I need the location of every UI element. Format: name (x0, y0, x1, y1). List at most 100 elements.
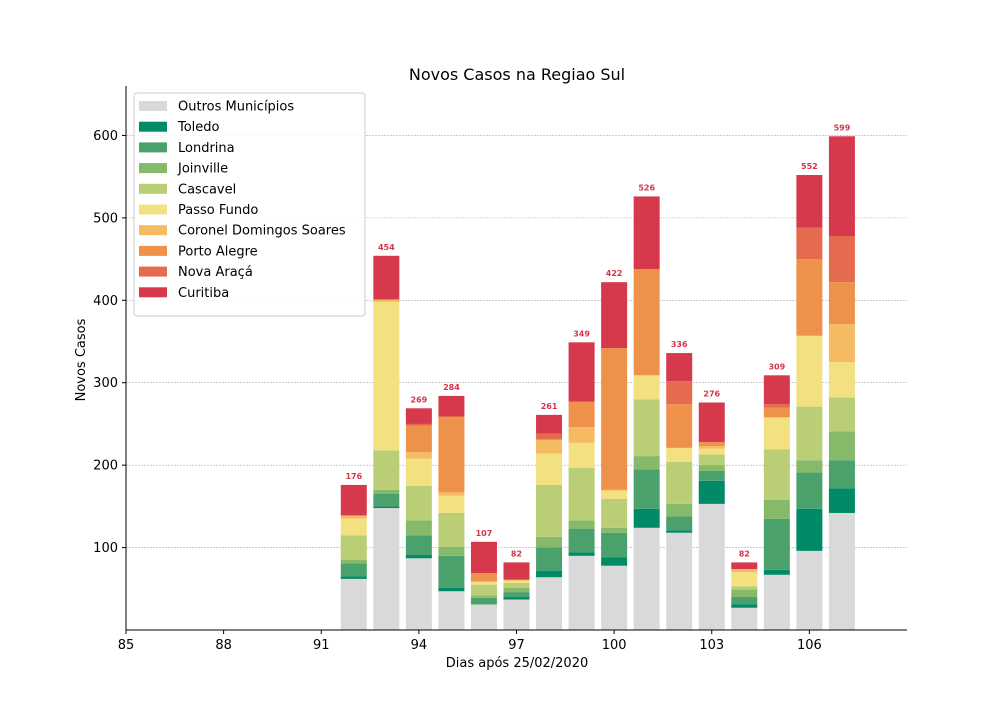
bar-segment (536, 453, 563, 485)
bar-segment (340, 576, 367, 579)
bar-segment (503, 562, 530, 580)
bar-segment (601, 527, 628, 533)
bar-segment (666, 461, 693, 504)
bar-segment (796, 472, 823, 509)
total-label: 176 (345, 472, 362, 481)
x-axis-label: Dias após 25/02/2020 (446, 656, 589, 671)
bar-segment (438, 555, 465, 588)
bar-segment (828, 397, 855, 432)
bar-segment (536, 536, 563, 548)
legend-label: Toledo (177, 120, 220, 135)
bar-segment (633, 268, 660, 376)
bar-segment (340, 518, 367, 536)
total-label: 309 (768, 362, 785, 371)
bar-segment (698, 446, 725, 449)
bar-segment (503, 579, 530, 581)
bar-segment (633, 196, 660, 269)
bar-segment (698, 503, 725, 630)
bar-segment (373, 450, 400, 490)
bar-segment (438, 512, 465, 547)
x-tick-label: 88 (215, 638, 232, 653)
legend: Outros Municípios Toledo Londrina Joinville… (133, 92, 366, 317)
legend-swatch (139, 163, 167, 174)
bar-segment (731, 607, 758, 630)
bar-segment (405, 408, 432, 424)
bar-segment (405, 451, 432, 459)
y-tick-label: 100 (93, 541, 118, 556)
legend-label: Passo Fundo (178, 203, 258, 218)
bar-segment (828, 324, 855, 363)
legend-label: Londrina (178, 141, 235, 156)
bar-segment (796, 335, 823, 407)
bar-segment (373, 506, 400, 509)
bar-segment (633, 469, 660, 509)
bar-segment (568, 555, 595, 630)
bar-segment (405, 554, 432, 559)
bar-segment (503, 580, 530, 584)
y-tick-label: 200 (93, 459, 118, 474)
total-labels: 176 454 269 284 107 82 261 349 422 526 336 276 82 309… (345, 123, 850, 558)
bar-segment (796, 550, 823, 630)
total-label: 107 (476, 529, 493, 538)
bar-segment (405, 520, 432, 536)
bar-segment (601, 490, 628, 499)
bar-segment (763, 518, 790, 570)
legend-box (133, 92, 366, 317)
bar-segment (698, 480, 725, 504)
bar-segment (405, 535, 432, 555)
bar-segment (763, 407, 790, 418)
bar-segment (568, 342, 595, 402)
bar-segment (828, 488, 855, 513)
legend-swatch (139, 183, 167, 194)
bar-segment (698, 470, 725, 481)
bar-segment (796, 227, 823, 260)
bar-segment (731, 572, 758, 587)
bar-segment (503, 597, 530, 600)
bar-segment (373, 494, 400, 507)
bar-segment (796, 460, 823, 473)
bar-segment (568, 528, 595, 553)
total-label: 276 (703, 390, 720, 399)
bar-segment (828, 136, 855, 237)
bar-segment (763, 449, 790, 500)
bar-segment (731, 597, 758, 605)
total-label: 599 (834, 123, 851, 132)
bar-segment (666, 381, 693, 405)
bar-segment (470, 581, 497, 583)
bar-segment (405, 558, 432, 630)
x-tick-label: 91 (313, 638, 330, 653)
bar-segment (633, 527, 660, 630)
bar-segment (536, 414, 563, 434)
legend-swatch (139, 225, 167, 236)
bar-segment (763, 499, 790, 519)
bar-segment (405, 485, 432, 521)
bar-segment (796, 406, 823, 461)
bar-segment (666, 353, 693, 382)
bar-segment (666, 404, 693, 448)
bar-segment (731, 604, 758, 608)
bar-segment (340, 535, 367, 560)
bar-segment (601, 565, 628, 630)
legend-swatch (139, 121, 167, 132)
legend-swatch (139, 204, 167, 215)
bar-segment (568, 552, 595, 556)
bar-segment (568, 520, 595, 529)
legend-swatch (139, 142, 167, 153)
bar-segment (698, 465, 725, 471)
bar-segment (503, 592, 530, 598)
bar-segment (698, 454, 725, 466)
bar-segment (601, 532, 628, 558)
bar-segment (666, 503, 693, 517)
bar-segment (666, 516, 693, 531)
bar-segment (698, 402, 725, 443)
bar-segment (438, 587, 465, 592)
bar-segment (796, 259, 823, 336)
bar-segment (763, 574, 790, 630)
bar-segment (763, 569, 790, 575)
bar-segment (698, 442, 725, 447)
bar-segment (503, 587, 530, 593)
bar-segment (601, 282, 628, 349)
bar-segment (470, 584, 497, 596)
bar-segment (601, 557, 628, 566)
legend-label: Joinville (177, 162, 228, 177)
